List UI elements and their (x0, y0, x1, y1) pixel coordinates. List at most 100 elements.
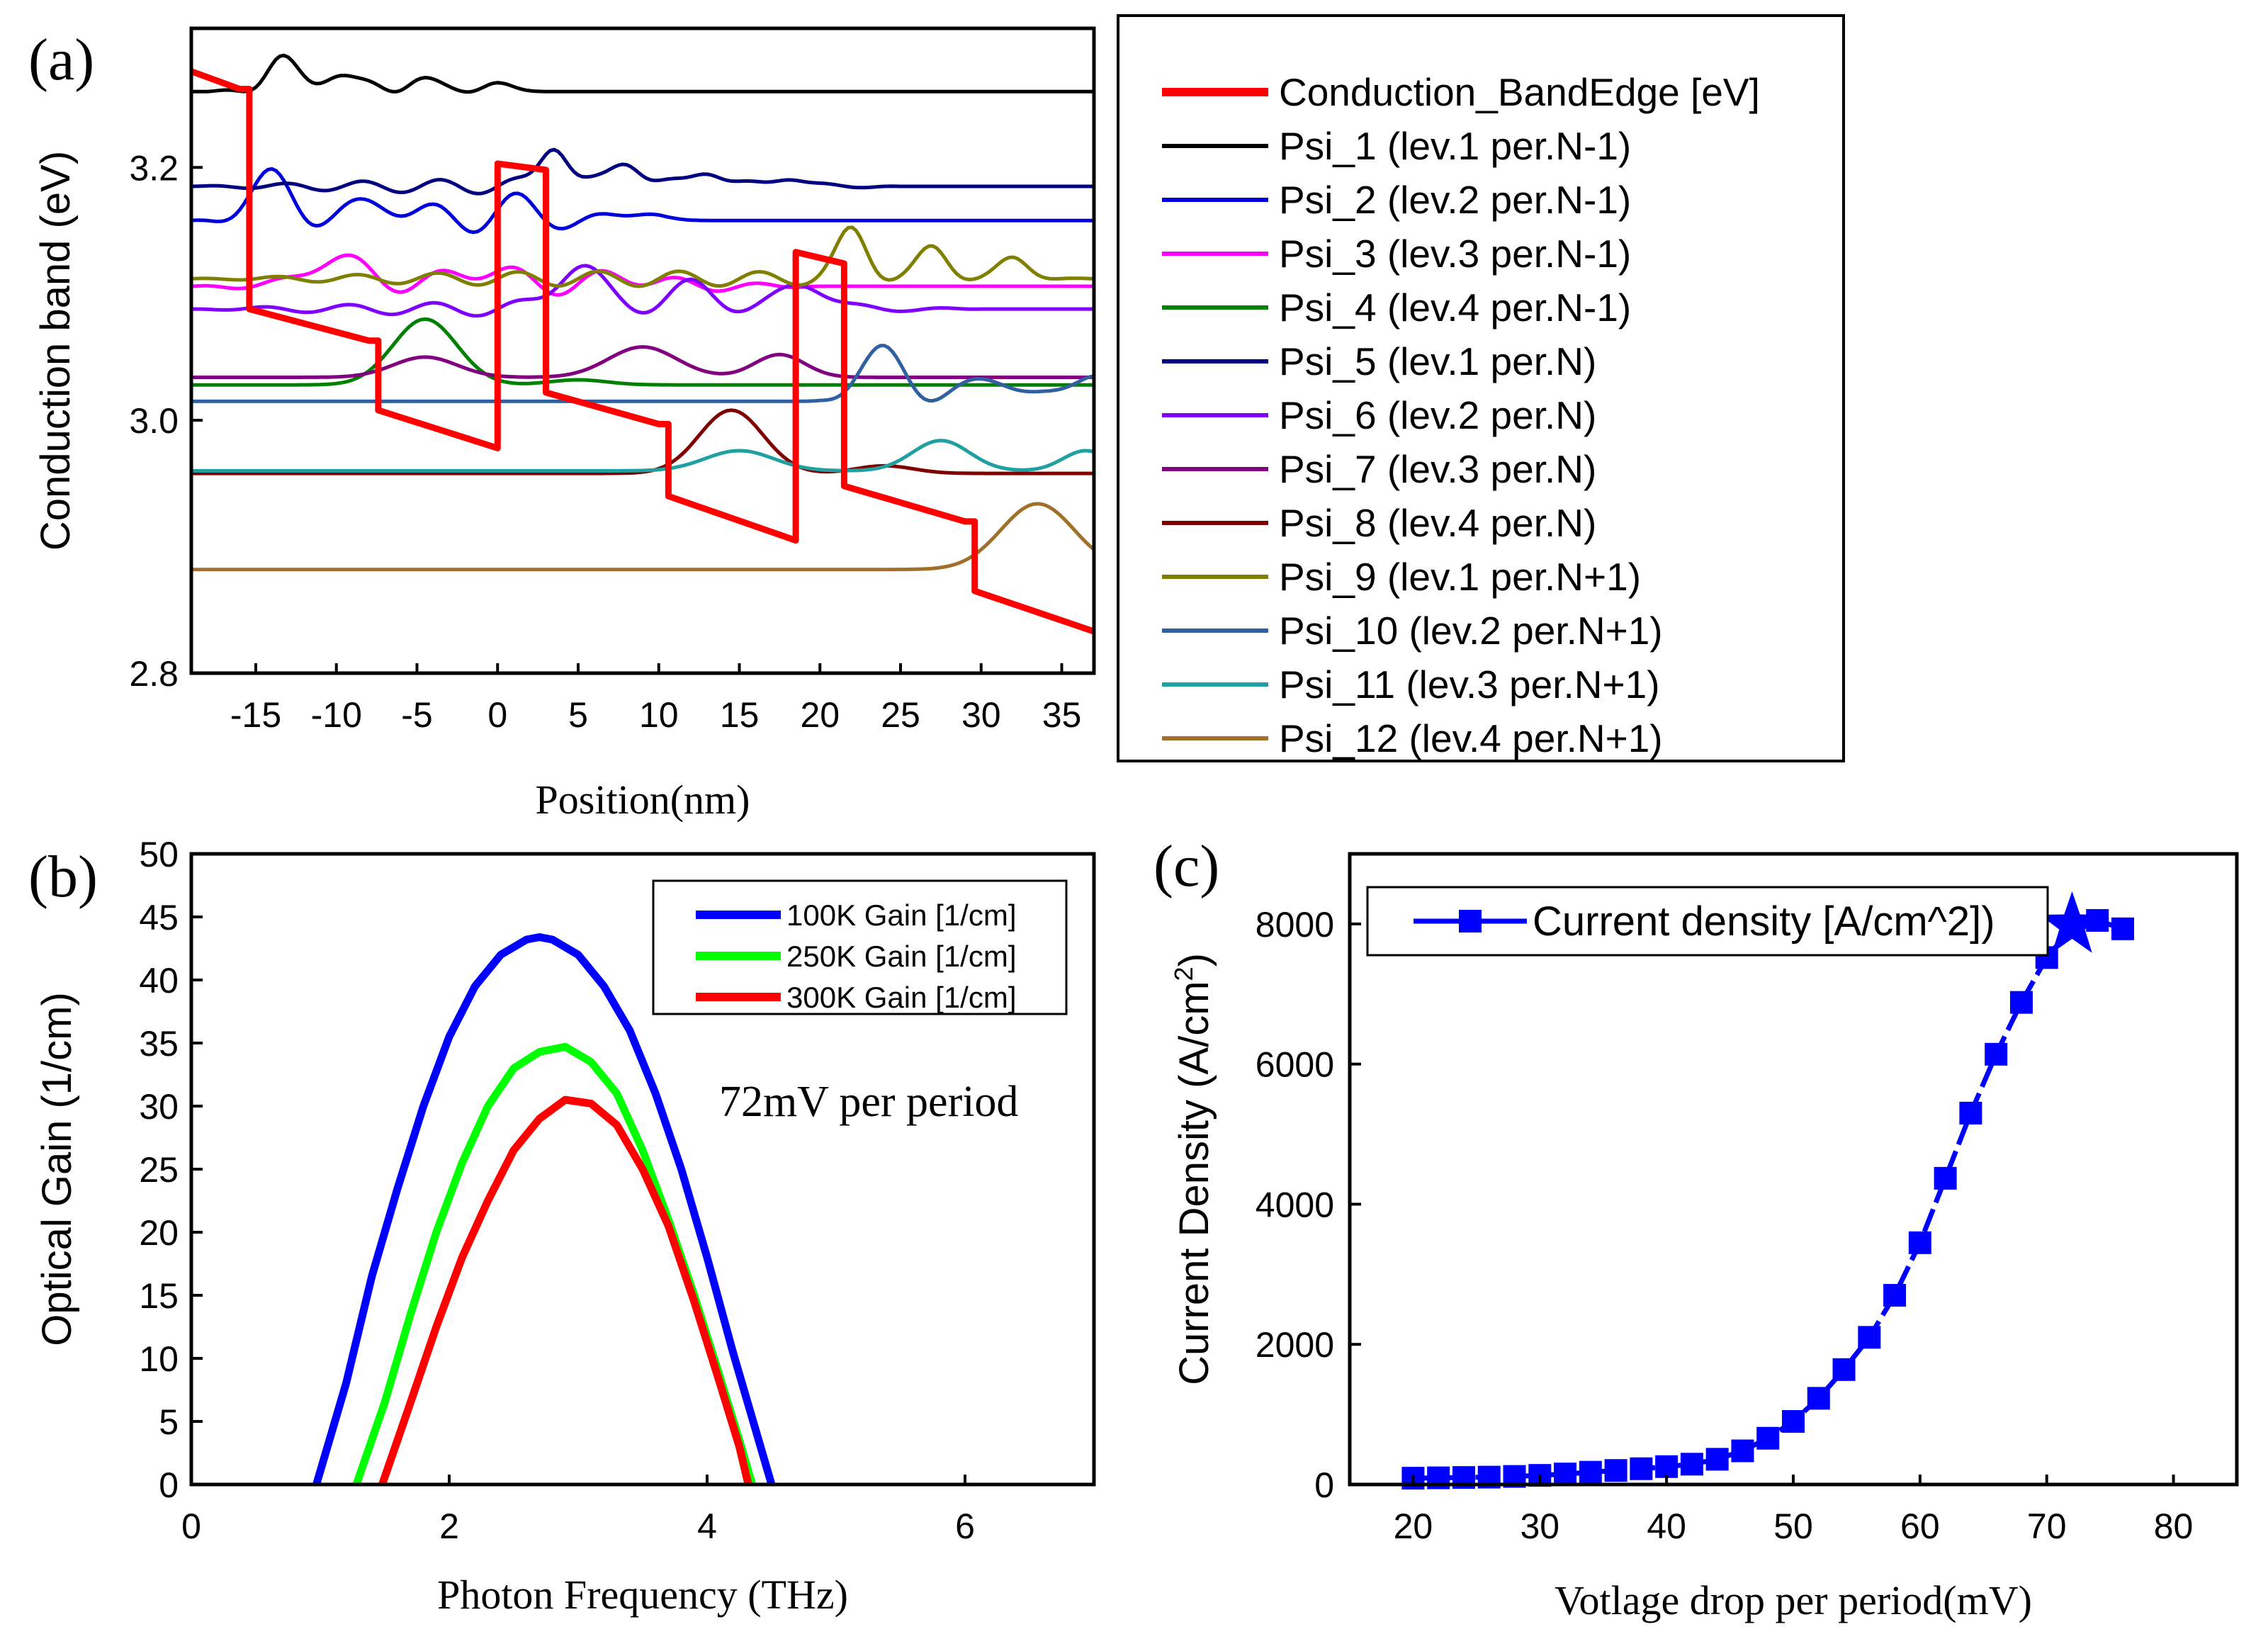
series-line-gain-0 (312, 933, 776, 1486)
panel-a-legend-box (1117, 14, 1845, 762)
panel-b-legend: 100K Gain [1/cm] 250K Gain [1/cm] 300K Gai… (652, 879, 1068, 1015)
y-tick-label: 0 (159, 1465, 179, 1505)
data-point-marker (2009, 991, 2033, 1014)
panel-c-legend: Current density [A/cm^2]) (1366, 886, 2049, 957)
y-tick-label: 45 (139, 898, 179, 937)
panel-a-series (190, 53, 1095, 635)
panel-b-annotation: 72mV per period (719, 1078, 1018, 1126)
panel-c-ticks: 20 30 40 50 60 70 80 0 2000 4000 6000 8000 (1256, 905, 2194, 1546)
series-line-psi-4 (191, 317, 1094, 387)
y-tick-label: 3.0 (129, 401, 179, 441)
panel-a-legend: Conduction_BandEdge [eV] Psi_1 (lev.1 per… (1117, 14, 1845, 762)
legend-label: Psi_11 (lev.3 per.N+1) (1279, 663, 1660, 706)
x-tick-label: -5 (401, 695, 432, 735)
panel-a-label: (a) (28, 27, 94, 93)
x-tick-label: 25 (881, 695, 920, 735)
y-tick-label: 3.2 (129, 148, 179, 188)
data-point-marker (1858, 1326, 1881, 1349)
series-line-psi-5 (191, 147, 1094, 196)
y-tick-label: 4000 (1256, 1185, 1334, 1224)
x-tick-label: 40 (1647, 1506, 1686, 1546)
data-point-marker (1959, 1101, 1982, 1125)
x-tick-label: 0 (181, 1506, 201, 1546)
x-tick-label: 20 (800, 695, 840, 735)
legend-label: Psi_10 (lev.2 per.N+1) (1279, 609, 1663, 653)
legend-label: Current density [A/cm^2]) (1533, 898, 1995, 945)
legend-label: 250K Gain [1/cm] (786, 940, 1017, 973)
panel-b-ylabel: Optical Gain (1/cm) (34, 992, 80, 1346)
x-tick-label: 30 (1520, 1506, 1559, 1546)
data-point-marker (1908, 1231, 1931, 1254)
y-tick-label: 30 (139, 1087, 179, 1127)
data-point-marker (1554, 1463, 1577, 1486)
series-line-psi-2 (191, 167, 1094, 235)
legend-label: Psi_8 (lev.4 per.N) (1279, 501, 1596, 545)
data-point-marker (1985, 1042, 2008, 1066)
data-point-marker (1756, 1426, 1780, 1450)
panel-a: (a) -15 -10 -5 0 5 10 15 20 25 30 35 2.8 3.0 3.2 Posi… (28, 26, 1096, 823)
data-point-marker (1782, 1410, 1805, 1433)
data-point-marker (1832, 1358, 1856, 1381)
legend-label: Psi_2 (lev.2 per.N-1) (1279, 178, 1631, 222)
data-point-marker (1579, 1460, 1602, 1484)
series-line-psi-9 (191, 225, 1095, 288)
panel-b: (b) 0 2 4 6 0 5 10 15 20 25 30 35 40 45 50 Photon Freq… (28, 835, 1096, 1618)
x-tick-label: 80 (2154, 1506, 2194, 1546)
series-line-psi-6 (191, 264, 1094, 318)
panel-c-label: (c) (1153, 833, 1219, 899)
y-tick-label: 25 (139, 1150, 179, 1190)
series-line-conduction-band-edge (190, 68, 1095, 635)
panel-c-ylabel-sup: 2 (1169, 967, 1198, 981)
panel-b-legend-box (652, 879, 1068, 1015)
series-line-psi-1 (191, 53, 1094, 94)
panel-c-ylabel-close: ) (1171, 953, 1217, 967)
series-line-gain-2 (378, 1095, 752, 1486)
panel-c: (c) 20 30 40 50 60 70 80 0 2000 4000 6000 8000 Votl… (1153, 833, 2239, 1623)
series-line-psi-7 (191, 345, 1094, 379)
x-tick-label: 5 (568, 695, 588, 735)
data-point-marker (1680, 1453, 1703, 1476)
legend-label: Psi_3 (lev.3 per.N-1) (1279, 232, 1631, 276)
legend-label: Psi_6 (lev.2 per.N) (1279, 393, 1596, 437)
legend-label: Psi_4 (lev.4 per.N-1) (1279, 286, 1631, 329)
x-tick-label: 60 (1900, 1506, 1940, 1546)
y-tick-label: 5 (159, 1402, 179, 1442)
legend-label: Psi_7 (lev.3 per.N) (1279, 447, 1596, 491)
panel-b-legend-items: 100K Gain [1/cm] 250K Gain [1/cm] 300K Gai… (696, 898, 1017, 1014)
panel-c-legend-items: Current density [A/cm^2]) (1414, 898, 1995, 945)
legend-label: Psi_12 (lev.4 per.N+1) (1279, 716, 1663, 760)
panel-c-ylabel-main: Current Density (A/cm (1171, 981, 1217, 1385)
panel-a-ticks: -15 -10 -5 0 5 10 15 20 25 30 35 2.8 3.0 3.2 (129, 148, 1081, 735)
x-tick-label: 6 (955, 1506, 975, 1546)
data-point-marker (1731, 1439, 1754, 1463)
data-point-marker (1655, 1455, 1679, 1478)
y-tick-label: 2000 (1256, 1325, 1334, 1365)
x-tick-label: 70 (2027, 1506, 2067, 1546)
x-tick-label: 15 (720, 695, 760, 735)
legend-label: 300K Gain [1/cm] (786, 981, 1017, 1014)
data-point-marker (1883, 1284, 1907, 1307)
data-point-marker (1630, 1457, 1653, 1480)
legend-label: Conduction_BandEdge [eV] (1279, 70, 1760, 114)
x-tick-label: 10 (639, 695, 679, 735)
legend-label: Psi_5 (lev.1 per.N) (1279, 339, 1596, 383)
y-tick-label: 2.8 (129, 654, 179, 694)
y-tick-label: 8000 (1256, 905, 1334, 945)
x-tick-label: 2 (439, 1506, 459, 1546)
panel-a-axes-frame (189, 26, 1096, 675)
panel-a-legend-items: Conduction_BandEdge [eV] Psi_1 (lev.1 per… (1162, 70, 1760, 760)
panel-b-label: (b) (28, 844, 98, 910)
data-point-marker (1807, 1387, 1830, 1410)
data-point-marker (1604, 1459, 1627, 1482)
legend-label: Psi_9 (lev.1 per.N+1) (1279, 555, 1641, 599)
y-tick-label: 0 (1314, 1465, 1334, 1505)
y-tick-label: 20 (139, 1213, 179, 1253)
panel-c-series (1401, 891, 2135, 1490)
x-tick-label: 50 (1773, 1506, 1813, 1546)
star-marker (2039, 891, 2105, 953)
data-point-marker (1934, 1166, 1957, 1190)
panel-b-series (312, 933, 776, 1486)
y-tick-label: 40 (139, 961, 179, 1001)
y-tick-label: 15 (139, 1276, 179, 1316)
